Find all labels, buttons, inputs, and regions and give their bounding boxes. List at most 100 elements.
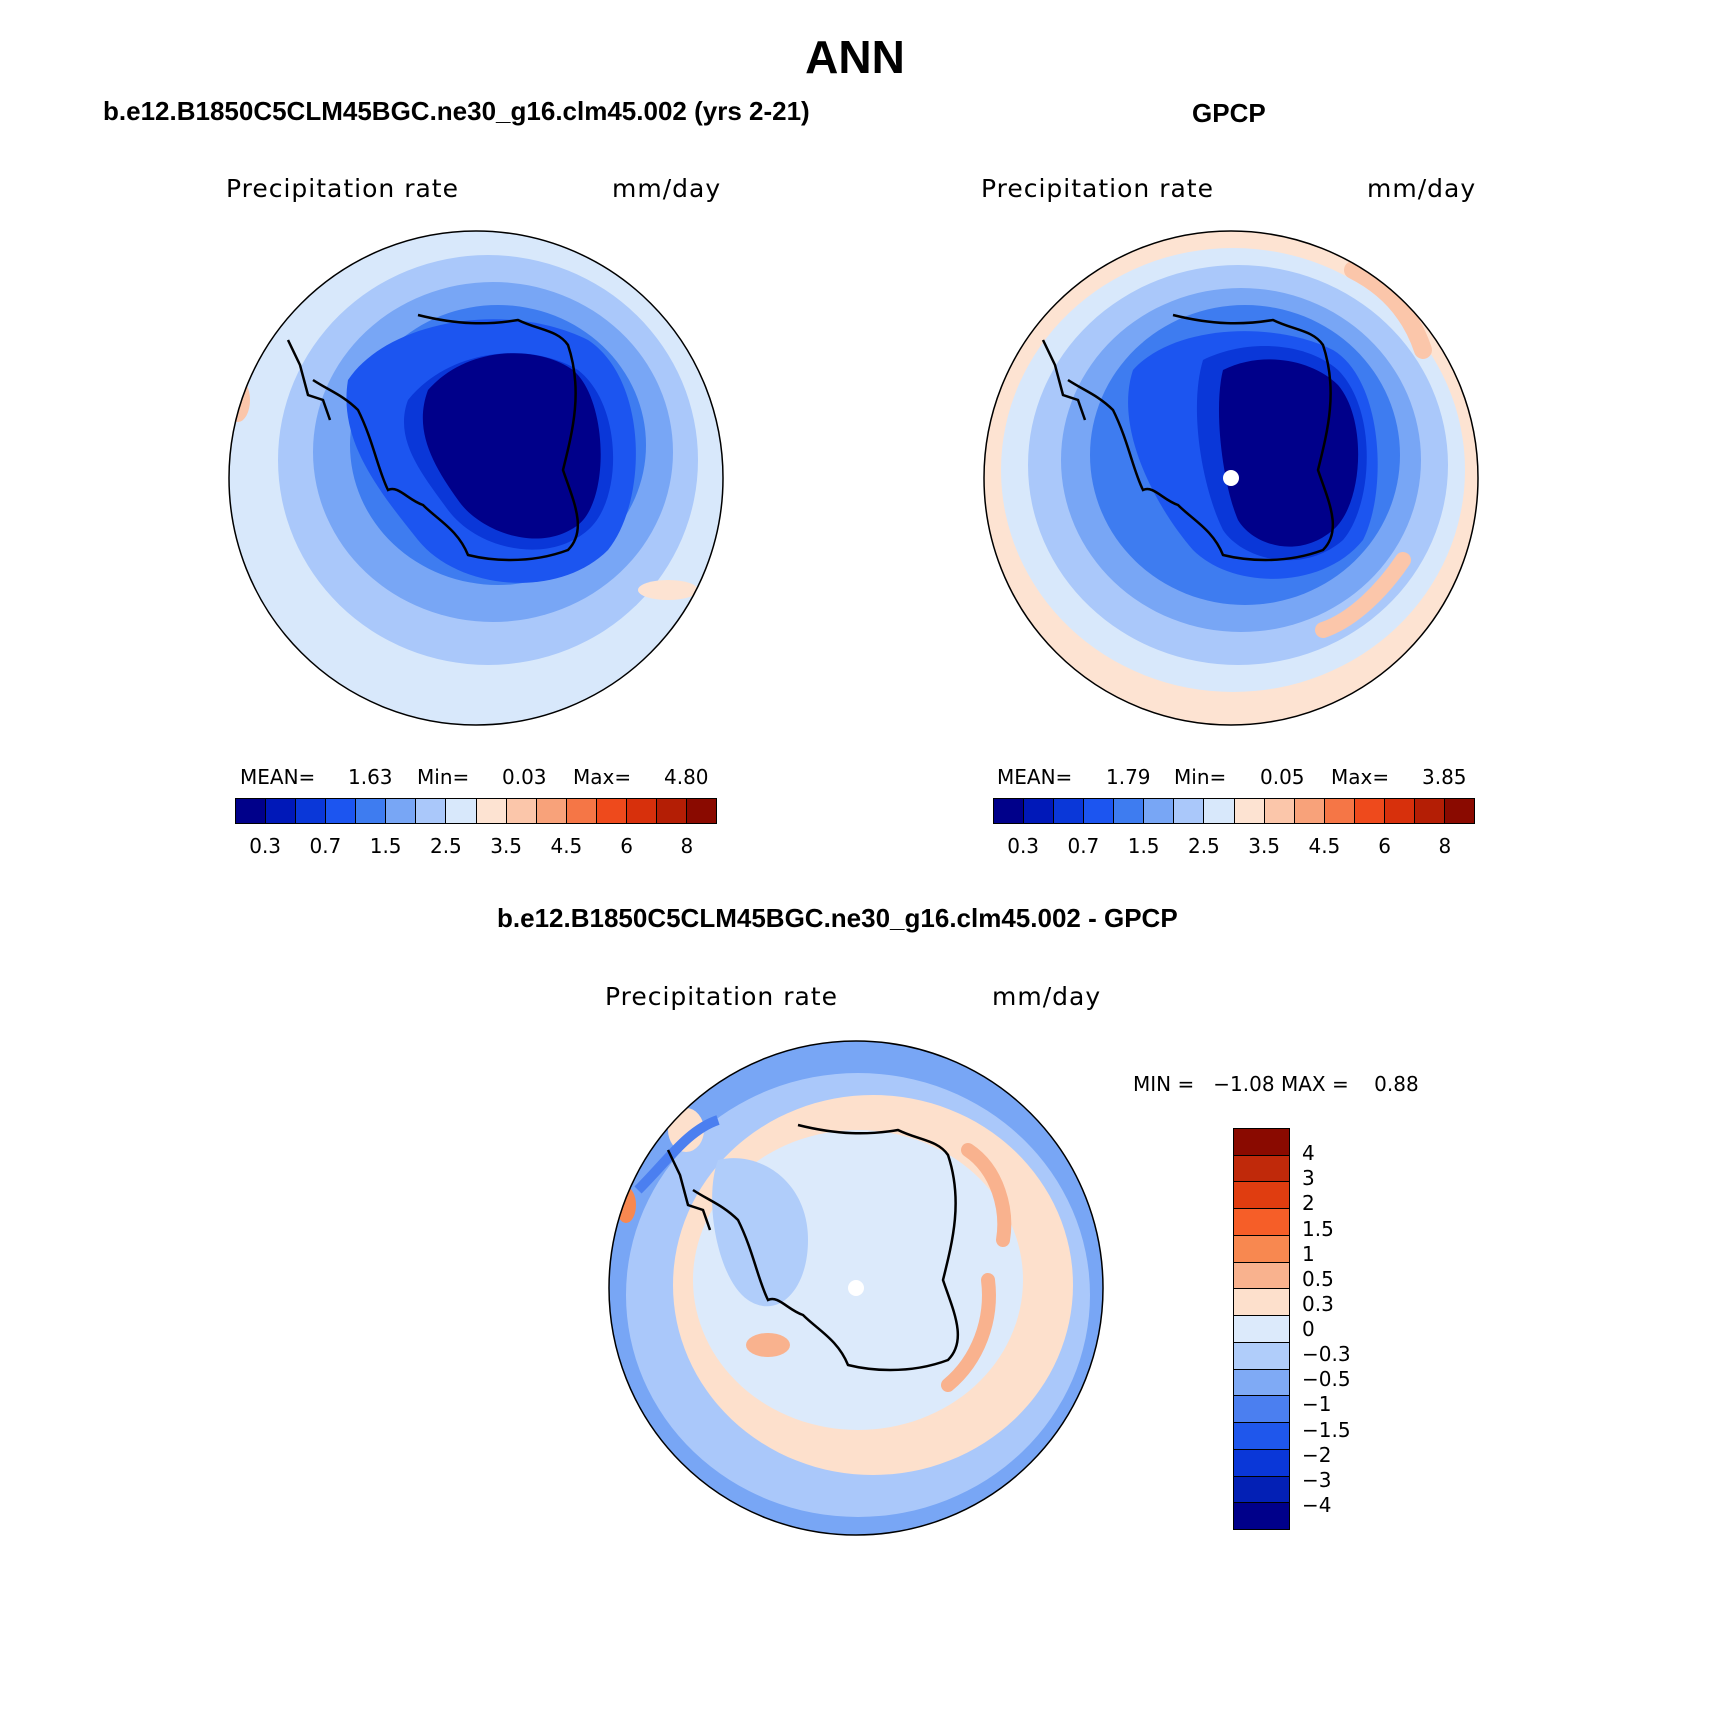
model-colorbar-swatch bbox=[626, 799, 657, 823]
model-colorbar-tick-label: 8 bbox=[680, 834, 694, 858]
diff-colorbar-tick-label: 1.5 bbox=[1302, 1216, 1334, 1241]
obs-max-label: Max= bbox=[1331, 765, 1390, 789]
diff-colorbar-swatch bbox=[1234, 1235, 1289, 1263]
model-colorbar-tick-label: 1.5 bbox=[369, 834, 402, 858]
diff-colorbar bbox=[1233, 1128, 1290, 1530]
obs-mean-label: MEAN= bbox=[997, 765, 1073, 789]
model-polar-map bbox=[228, 230, 724, 726]
model-panel-title: b.e12.B1850C5CLM45BGC.ne30_g16.clm45.002… bbox=[103, 96, 810, 126]
model-mean-label: MEAN= bbox=[240, 765, 316, 789]
diff-colorbar-tick-label: −0.3 bbox=[1302, 1342, 1351, 1367]
diff-colorbar-swatch bbox=[1234, 1262, 1289, 1290]
model-colorbar bbox=[235, 798, 717, 824]
diff-colorbar-tick-label: −1 bbox=[1302, 1392, 1332, 1417]
obs-colorbar-swatch bbox=[1234, 799, 1265, 823]
obs-colorbar-tick-label: 0.3 bbox=[1007, 834, 1040, 858]
model-colorbar-swatch bbox=[596, 799, 627, 823]
obs-polar-map bbox=[983, 230, 1479, 726]
diff-colorbar-swatch bbox=[1234, 1289, 1289, 1317]
obs-colorbar-swatch bbox=[1354, 799, 1385, 823]
obs-colorbar-swatch bbox=[1114, 799, 1145, 823]
diff-colorbar-tick-label: −3 bbox=[1302, 1467, 1332, 1492]
obs-colorbar-tick-label: 1.5 bbox=[1127, 834, 1160, 858]
diff-colorbar-tick-label: −1.5 bbox=[1302, 1417, 1351, 1442]
model-colorbar-tick-label: 6 bbox=[620, 834, 633, 858]
diff-colorbar-swatch bbox=[1234, 1476, 1289, 1504]
obs-colorbar-swatch bbox=[1444, 799, 1474, 823]
diff-colorbar-swatch bbox=[1234, 1129, 1289, 1156]
obs-mean-value: 1.79 bbox=[1106, 765, 1151, 789]
diff-colorbar-tick-label: 1 bbox=[1302, 1241, 1315, 1266]
diff-colorbar-swatch bbox=[1234, 1182, 1289, 1210]
obs-min-label: Min= bbox=[1174, 765, 1227, 789]
obs-colorbar-swatch bbox=[1144, 799, 1175, 823]
diff-units-label: mm/day bbox=[992, 982, 1102, 1011]
diff-colorbar-swatch bbox=[1234, 1209, 1289, 1236]
diff-polar-map bbox=[608, 1040, 1104, 1536]
model-colorbar-tick-label: 4.5 bbox=[550, 834, 583, 858]
diff-colorbar-tick-label: 0 bbox=[1302, 1317, 1315, 1341]
diff-colorbar-tick-label: 0.3 bbox=[1302, 1291, 1334, 1316]
obs-variable-label: Precipitation rate bbox=[981, 174, 1214, 203]
diff-panel-title: b.e12.B1850C5CLM45BGC.ne30_g16.clm45.002… bbox=[497, 903, 1178, 933]
obs-colorbar-swatch bbox=[1024, 799, 1055, 823]
model-colorbar-swatch bbox=[296, 799, 327, 823]
model-min-label: Min= bbox=[417, 765, 470, 789]
diff-colorbar-tick-label: 4 bbox=[1302, 1141, 1315, 1166]
model-colorbar-swatch bbox=[386, 799, 417, 823]
model-colorbar-swatch bbox=[416, 799, 447, 823]
diff-colorbar-tick-label: −2 bbox=[1302, 1442, 1332, 1467]
model-colorbar-swatch bbox=[326, 799, 357, 823]
diff-colorbar-swatch bbox=[1234, 1449, 1289, 1477]
model-colorbar-tick-label: 0.3 bbox=[249, 834, 282, 858]
diff-colorbar-swatch bbox=[1234, 1316, 1289, 1343]
obs-colorbar-swatch bbox=[1294, 799, 1325, 823]
model-units-label: mm/day bbox=[612, 174, 722, 203]
obs-colorbar-tick-label: 3.5 bbox=[1248, 834, 1281, 858]
diff-colorbar-tick-label: −4 bbox=[1302, 1492, 1332, 1517]
model-colorbar-swatch bbox=[446, 799, 477, 823]
obs-units-label: mm/day bbox=[1367, 174, 1477, 203]
diff-colorbar-tick-label: 2 bbox=[1302, 1191, 1315, 1216]
obs-colorbar-tick-label: 8 bbox=[1438, 834, 1452, 858]
obs-colorbar bbox=[993, 798, 1475, 824]
obs-colorbar-swatch bbox=[1324, 799, 1355, 823]
model-colorbar-swatch bbox=[356, 799, 387, 823]
model-mean-value: 1.63 bbox=[348, 765, 393, 789]
obs-min-value: 0.05 bbox=[1260, 765, 1305, 789]
obs-colorbar-tick-label: 4.5 bbox=[1308, 834, 1341, 858]
model-colorbar-tick-label: 3.5 bbox=[490, 834, 523, 858]
model-colorbar-tick-label: 0.7 bbox=[309, 834, 342, 858]
obs-colorbar-tick-label: 2.5 bbox=[1187, 834, 1220, 858]
model-min-value: 0.03 bbox=[502, 765, 547, 789]
model-colorbar-swatch bbox=[536, 799, 567, 823]
model-colorbar-swatch bbox=[506, 799, 537, 823]
diff-colorbar-swatch bbox=[1234, 1342, 1289, 1370]
obs-colorbar-swatch bbox=[1054, 799, 1085, 823]
diff-colorbar-tick-label: 3 bbox=[1302, 1166, 1315, 1191]
model-colorbar-swatch bbox=[566, 799, 597, 823]
obs-colorbar-swatch bbox=[1084, 799, 1115, 823]
diff-colorbar-swatch bbox=[1234, 1396, 1289, 1424]
model-colorbar-swatch bbox=[686, 799, 716, 823]
model-variable-label: Precipitation rate bbox=[226, 174, 459, 203]
diff-minmax-text: MIN = −1.08 MAX = 0.88 bbox=[1133, 1072, 1419, 1096]
diff-colorbar-tick-label: −0.5 bbox=[1302, 1367, 1351, 1392]
obs-colorbar-tick-label: 6 bbox=[1378, 834, 1391, 858]
model-colorbar-swatch bbox=[266, 799, 297, 823]
diff-colorbar-swatch bbox=[1234, 1369, 1289, 1397]
model-max-value: 4.80 bbox=[664, 765, 709, 789]
obs-colorbar-tick-label: 0.7 bbox=[1067, 834, 1100, 858]
obs-colorbar-swatch bbox=[1264, 799, 1295, 823]
figure-title: ANN bbox=[805, 31, 905, 83]
model-colorbar-swatch bbox=[476, 799, 507, 823]
model-colorbar-tick-label: 2.5 bbox=[429, 834, 462, 858]
model-colorbar-swatch bbox=[656, 799, 687, 823]
obs-max-value: 3.85 bbox=[1422, 765, 1467, 789]
diff-colorbar-swatch bbox=[1234, 1423, 1289, 1450]
model-colorbar-swatch bbox=[236, 799, 267, 823]
diff-colorbar-swatch bbox=[1234, 1503, 1289, 1530]
obs-colorbar-swatch bbox=[1174, 799, 1205, 823]
obs-panel-title: GPCP bbox=[1192, 98, 1266, 128]
obs-colorbar-swatch bbox=[1384, 799, 1415, 823]
